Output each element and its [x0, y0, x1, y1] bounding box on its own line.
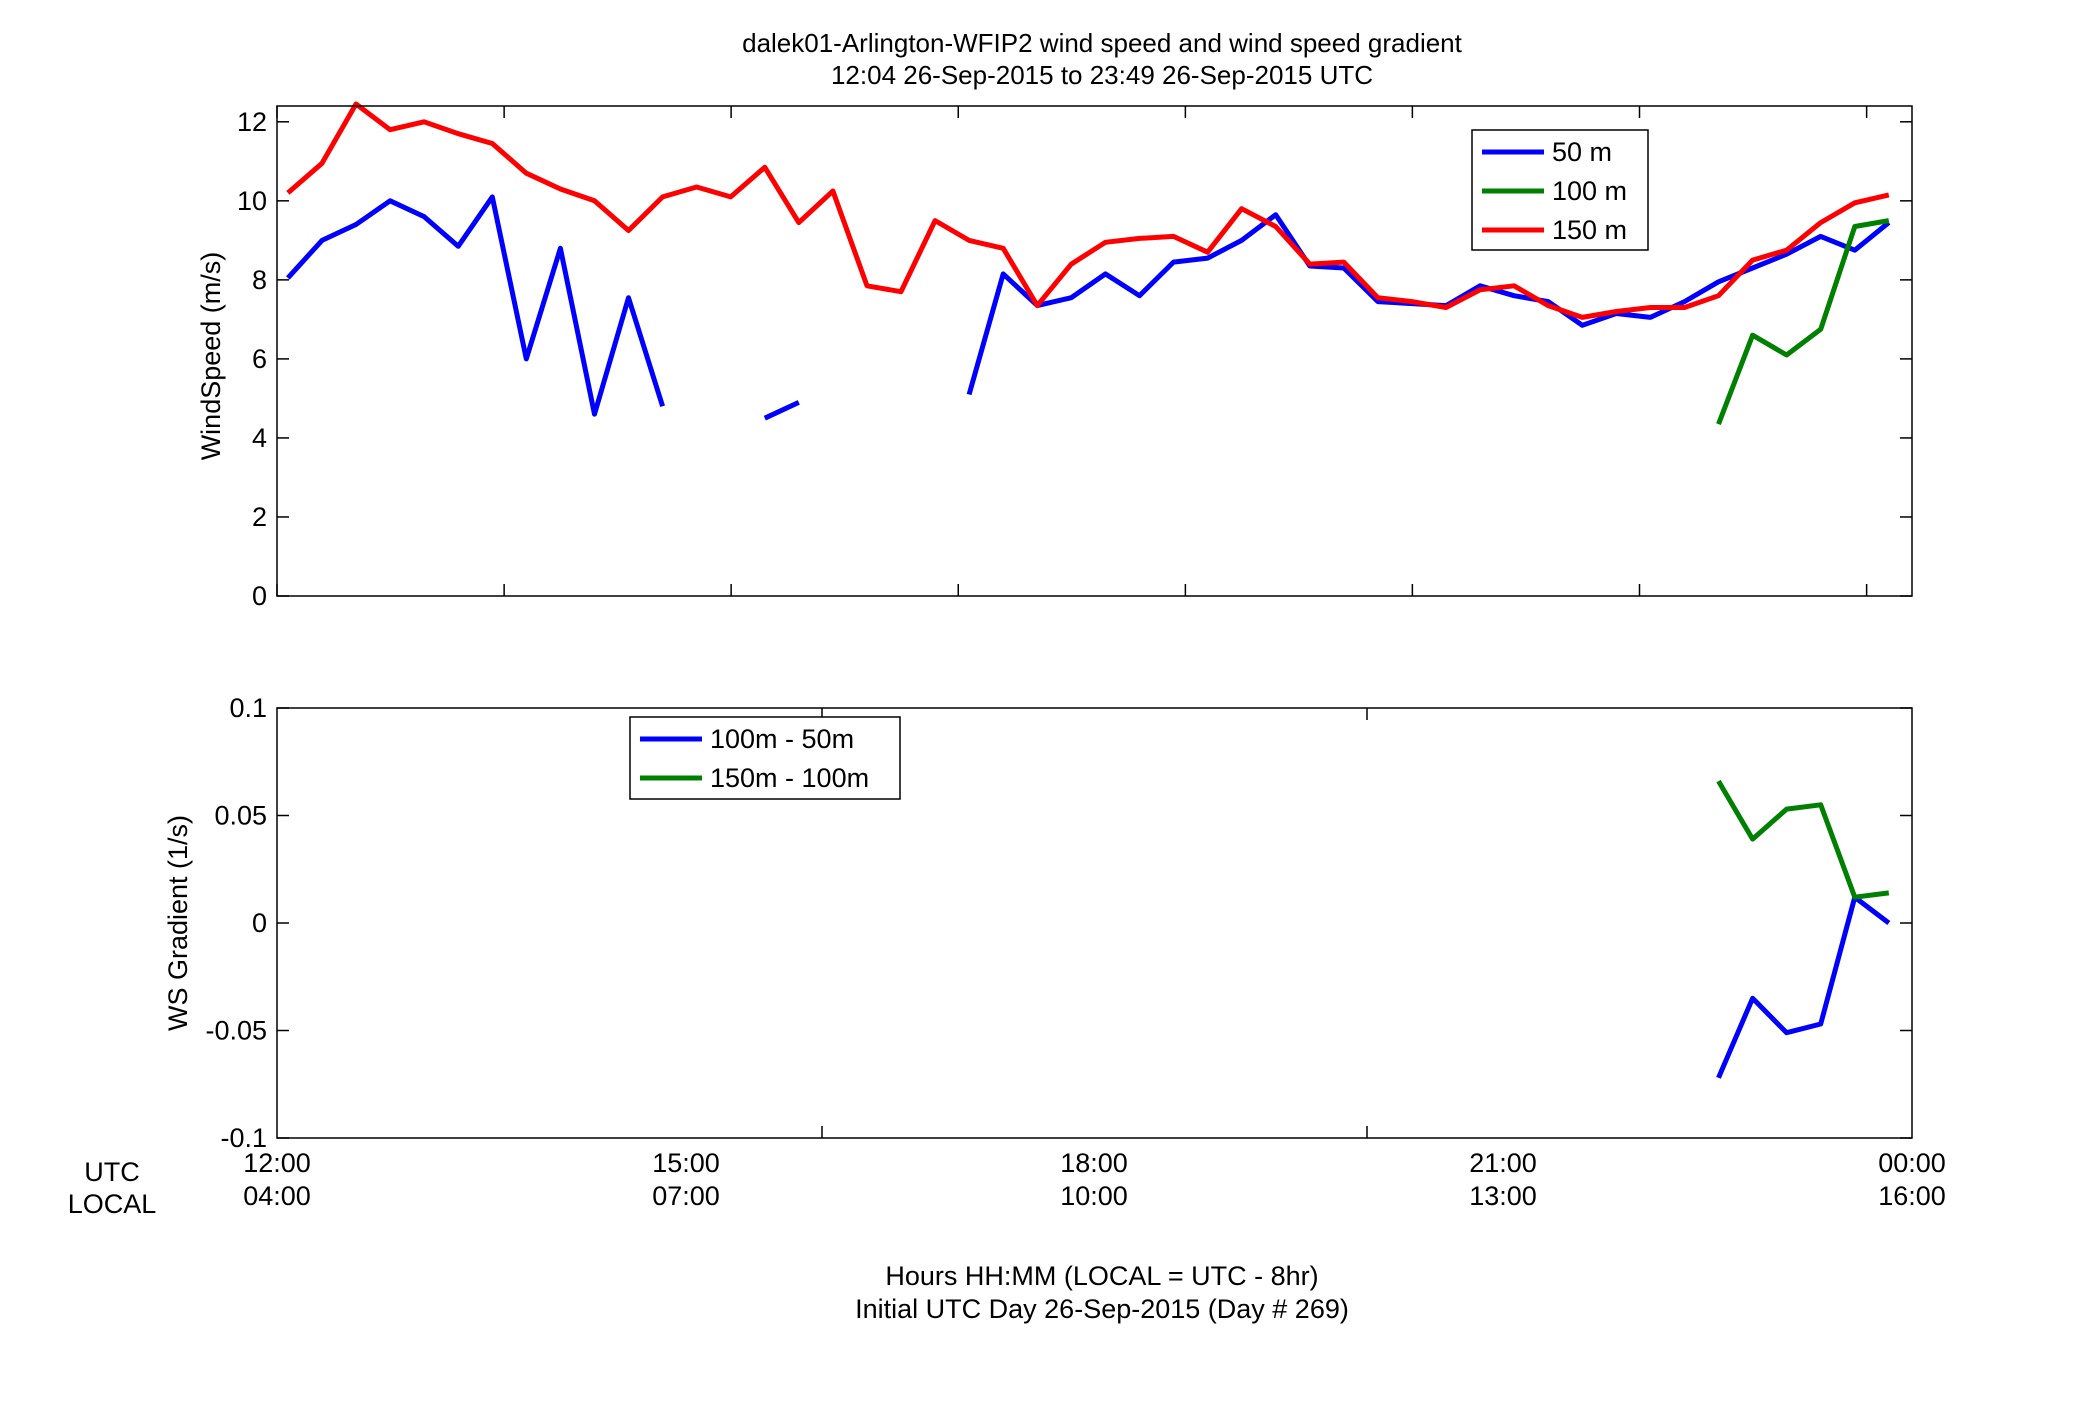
windspeed-plot: 0 2 4 6 8 10 12 WindSpeed (m/s) 50 m 100 m 150 m: [196, 101, 1913, 611]
series-line-150m-seg-0: [286, 101, 1890, 320]
legend-entry-label: 150m - 100m: [710, 763, 869, 793]
gradient-plot: -0.1 -0.05 0 0.05 0.1 WS Gradient (1/s) 100m -…: [163, 693, 1913, 1153]
y-tick-label: -0.05: [205, 1016, 267, 1046]
y-tick-label: 0.05: [214, 801, 267, 831]
y-tick-label: 0.1: [229, 693, 267, 723]
y-tick-label: 8: [252, 265, 267, 295]
x-axis-label-line-2: Initial UTC Day 26-Sep-2015 (Day # 269): [855, 1294, 1349, 1324]
legend-entry-label: 100 m: [1552, 176, 1627, 206]
legend-entry-label: 50 m: [1552, 137, 1612, 167]
y-tick-label: 2: [252, 502, 267, 532]
y-tick-label: 12: [237, 107, 267, 137]
utc-row-label: UTC: [84, 1157, 140, 1187]
utc-tick-label: 18:00: [1060, 1148, 1128, 1178]
legend-box: [629, 716, 901, 800]
y-axis-label: WS Gradient (1/s): [163, 815, 193, 1031]
chart-title-line-2: 12:04 26-Sep-2015 to 23:49 26-Sep-2015 U…: [831, 60, 1373, 90]
utc-tick-label: 15:00: [652, 1148, 720, 1178]
y-tick-label: 10: [237, 186, 267, 216]
legend-entry-label: 100m - 50m: [710, 724, 854, 754]
local-tick-label: 04:00: [243, 1181, 311, 1211]
y-tick-label: 0: [252, 908, 267, 938]
local-tick-label: 16:00: [1878, 1181, 1946, 1211]
time-axis-labels: UTC LOCAL 12:00 15:00 18:00 21:00 00:00 04:0…: [68, 1148, 1946, 1219]
local-row-label: LOCAL: [68, 1189, 157, 1219]
chart-title-line-1: dalek01-Arlington-WFIP2 wind speed and w…: [742, 28, 1463, 58]
local-tick-label: 07:00: [652, 1181, 720, 1211]
series-line-50m-seg-1: [763, 400, 800, 421]
legend-entry-label: 150 m: [1552, 215, 1627, 245]
local-tick-labels: 04:00 07:00 10:00 13:00 16:00: [243, 1181, 1946, 1211]
y-tick-label: 0: [252, 581, 267, 611]
local-tick-label: 10:00: [1060, 1181, 1128, 1211]
y-axis-label: WindSpeed (m/s): [196, 252, 226, 461]
series-line-100m-seg-0: [1716, 218, 1890, 425]
utc-tick-label: 12:00: [243, 1148, 311, 1178]
series-line-150m_100m-seg-0: [1716, 779, 1890, 900]
x-axis-label-line-1: Hours HH:MM (LOCAL = UTC - 8hr): [885, 1261, 1318, 1291]
y-tick-label: -0.1: [220, 1123, 267, 1153]
legend: 50 m 100 m 150 m: [1471, 129, 1649, 251]
utc-tick-label: 00:00: [1878, 1148, 1946, 1178]
legend: 100m - 50m 150m - 100m: [629, 716, 901, 800]
local-tick-label: 13:00: [1469, 1181, 1537, 1211]
series-line-50m-seg-0: [286, 194, 665, 417]
y-tick-label: 6: [252, 344, 267, 374]
series-line-100m_50m-seg-0: [1716, 894, 1891, 1079]
plot-frame: [276, 105, 1913, 597]
utc-tick-label: 21:00: [1469, 1148, 1537, 1178]
y-tick-label: 4: [252, 423, 267, 453]
utc-tick-labels: 12:00 15:00 18:00 21:00 00:00: [243, 1148, 1946, 1178]
